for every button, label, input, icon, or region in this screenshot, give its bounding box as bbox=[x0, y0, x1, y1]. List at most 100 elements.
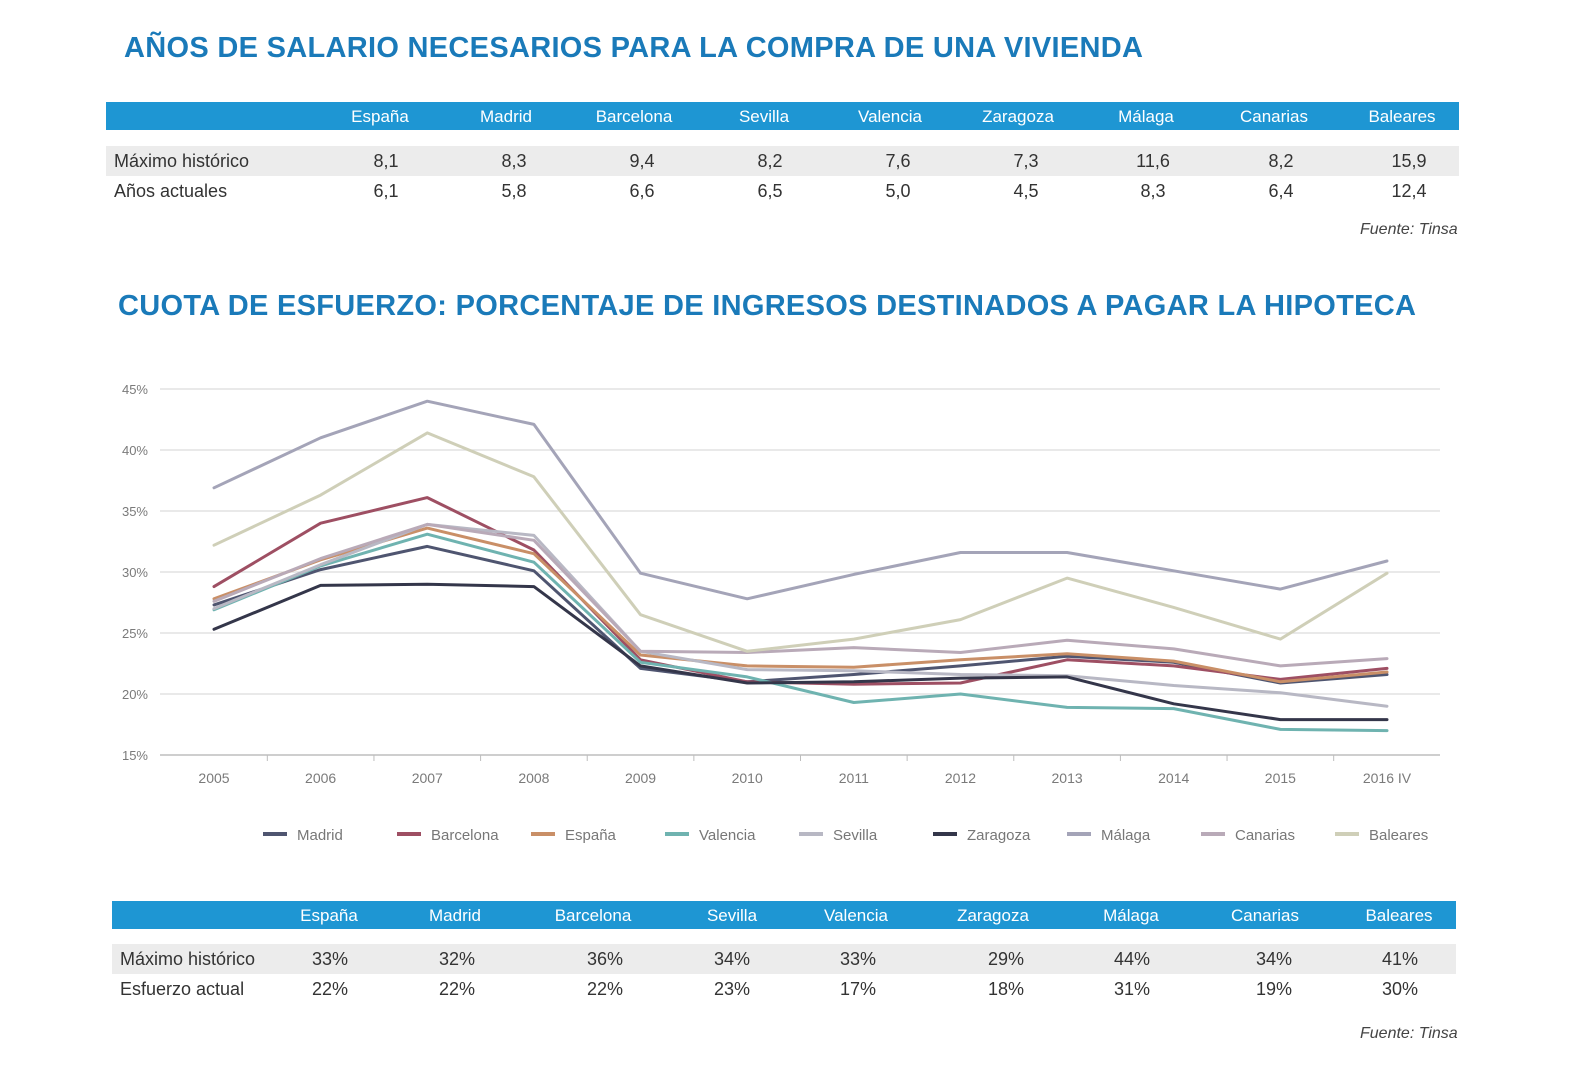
column-header: Canarias bbox=[1230, 906, 1300, 925]
table-header: España Madrid Barcelona Sevilla Valencia… bbox=[106, 102, 1459, 130]
table-cell: 6,4 bbox=[1268, 181, 1294, 201]
y-tick-label: 15% bbox=[122, 748, 148, 763]
table-cell: 22% bbox=[586, 979, 624, 999]
x-tick-label: 2012 bbox=[945, 770, 976, 786]
table-cell: 11,6 bbox=[1136, 151, 1170, 171]
table-cell: 8,2 bbox=[1268, 151, 1294, 171]
series-line-valencia bbox=[212, 532, 1389, 733]
table-cell: 17% bbox=[839, 979, 877, 999]
table-cell: 33% bbox=[839, 949, 877, 969]
y-tick-label: 35% bbox=[122, 504, 148, 519]
table-cell: 6,1 bbox=[373, 181, 399, 201]
column-header: España bbox=[300, 906, 358, 925]
table-row: Máximo histórico 8,1 8,3 9,4 8,2 7,6 7,3… bbox=[106, 146, 1459, 176]
legend-label: Sevilla bbox=[833, 827, 878, 844]
legend-label: Madrid bbox=[297, 827, 343, 844]
x-tick-label: 2007 bbox=[412, 770, 443, 786]
table-cell: 34% bbox=[1255, 949, 1293, 969]
effort-table: España Madrid Barcelona Sevilla Valencia… bbox=[112, 901, 1456, 1007]
series-line-baleares bbox=[212, 431, 1389, 653]
legend-label: Zaragoza bbox=[967, 827, 1031, 844]
column-header: Málaga bbox=[1118, 107, 1174, 126]
legend-label: Baleares bbox=[1369, 827, 1428, 844]
legend-label: Canarias bbox=[1235, 827, 1295, 844]
table-cell: 23% bbox=[713, 979, 751, 999]
column-header: Zaragoza bbox=[957, 906, 1029, 925]
x-tick-label: 2008 bbox=[518, 770, 549, 786]
column-header: Sevilla bbox=[738, 107, 790, 126]
table-cell: 15,9 bbox=[1391, 151, 1427, 171]
table-cell: 33% bbox=[311, 949, 349, 969]
table-cell: 4,5 bbox=[1013, 181, 1039, 201]
y-tick-label: 45% bbox=[122, 382, 148, 397]
table-cell: 32% bbox=[438, 949, 476, 969]
series-line-malaga bbox=[212, 399, 1389, 601]
y-tick-label: 30% bbox=[122, 565, 148, 580]
table-cell: 8,1 bbox=[373, 151, 399, 171]
column-header: España bbox=[351, 107, 409, 126]
series-line-zaragoza bbox=[212, 582, 1389, 722]
table-cell: 6,5 bbox=[757, 181, 783, 201]
row-label: Máximo histórico bbox=[114, 151, 250, 171]
x-tick-label: 2016 IV bbox=[1363, 770, 1412, 786]
column-header: Sevilla bbox=[706, 906, 758, 925]
source-note: Fuente: Tinsa bbox=[1360, 1025, 1458, 1042]
column-header: Canarias bbox=[1239, 107, 1309, 126]
table-cell: 22% bbox=[311, 979, 349, 999]
table-cell: 8,3 bbox=[1140, 181, 1166, 201]
salary-years-title: AÑOS DE SALARIO NECESARIOS PARA LA COMPR… bbox=[124, 32, 1144, 64]
x-tick-label: 2011 bbox=[839, 770, 869, 786]
table-cell: 44% bbox=[1113, 949, 1151, 969]
row-label: Esfuerzo actual bbox=[120, 979, 245, 999]
table-cell: 12,4 bbox=[1391, 181, 1427, 201]
x-tick-label: 2009 bbox=[625, 770, 656, 786]
column-header: Zaragoza bbox=[982, 107, 1054, 126]
column-header: Baleares bbox=[1368, 107, 1436, 126]
column-header: Barcelona bbox=[595, 107, 673, 126]
y-tick-label: 25% bbox=[122, 626, 148, 641]
legend-label: Valencia bbox=[699, 827, 756, 844]
column-header: Madrid bbox=[480, 107, 532, 126]
x-tick-label: 2006 bbox=[305, 770, 336, 786]
y-tick-label: 20% bbox=[122, 687, 148, 702]
effort-title: CUOTA DE ESFUERZO: PORCENTAJE DE INGRESO… bbox=[118, 290, 1417, 322]
series-line-madrid bbox=[212, 544, 1389, 685]
table-cell: 34% bbox=[713, 949, 751, 969]
table-cell: 7,3 bbox=[1013, 151, 1039, 171]
x-tick-label: 2015 bbox=[1265, 770, 1296, 786]
column-header: Valencia bbox=[824, 906, 888, 925]
series-line-canarias bbox=[212, 522, 1389, 668]
x-tick-label: 2014 bbox=[1158, 770, 1189, 786]
table-header: España Madrid Barcelona Sevilla Valencia… bbox=[112, 901, 1456, 929]
column-header: Valencia bbox=[858, 107, 922, 126]
table-cell: 18% bbox=[987, 979, 1025, 999]
y-tick-label: 40% bbox=[122, 443, 148, 458]
series-line-espana bbox=[212, 526, 1389, 684]
legend-label: España bbox=[565, 827, 617, 844]
table-cell: 7,6 bbox=[885, 151, 911, 171]
table-row: Años actuales 6,1 5,8 6,6 6,5 5,0 4,5 8,… bbox=[106, 176, 1459, 206]
table-cell: 41% bbox=[1381, 949, 1419, 969]
table-row: Esfuerzo actual 22% 22% 22% 23% 17% 18% … bbox=[112, 974, 1456, 1004]
table-cell: 19% bbox=[1255, 979, 1293, 999]
table-cell: 22% bbox=[438, 979, 476, 999]
legend-label: Barcelona bbox=[431, 827, 499, 844]
table-cell: 8,3 bbox=[501, 151, 527, 171]
table-cell: 5,8 bbox=[501, 181, 527, 201]
column-header: Madrid bbox=[429, 906, 481, 925]
salary-years-table: España Madrid Barcelona Sevilla Valencia… bbox=[106, 102, 1459, 206]
table-cell: 29% bbox=[987, 949, 1025, 969]
row-label: Años actuales bbox=[114, 181, 228, 201]
table-cell: 30% bbox=[1381, 979, 1419, 999]
x-tick-label: 2013 bbox=[1052, 770, 1083, 786]
column-header: Málaga bbox=[1103, 906, 1159, 925]
x-tick-label: 2010 bbox=[732, 770, 763, 786]
column-header: Baleares bbox=[1365, 906, 1433, 925]
x-tick-label: 2005 bbox=[198, 770, 229, 786]
table-cell: 8,2 bbox=[757, 151, 783, 171]
table-cell: 36% bbox=[586, 949, 624, 969]
table-cell: 31% bbox=[1113, 979, 1151, 999]
table-cell: 5,0 bbox=[885, 181, 911, 201]
source-note: Fuente: Tinsa bbox=[1360, 221, 1458, 238]
